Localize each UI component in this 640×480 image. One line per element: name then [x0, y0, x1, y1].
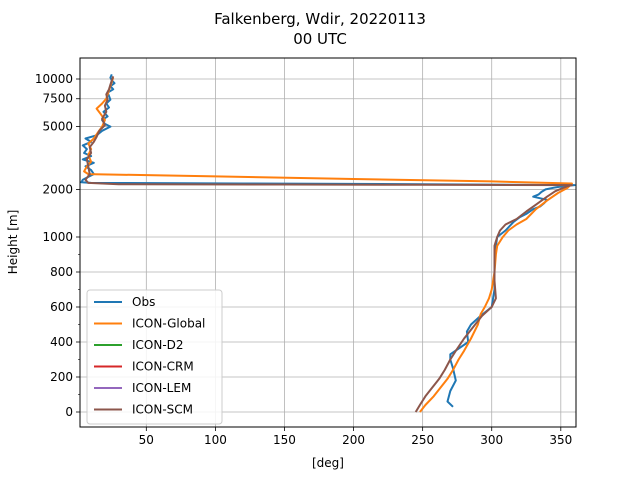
x-axis-ticks: 50 100 150 200 250 300 350 [139, 427, 572, 447]
y-tick-label-3: 600 [50, 300, 73, 314]
legend: Obs ICON-Global ICON-D2 ICON-CRM ICON-LEM ICO… [86, 289, 223, 425]
y-tick-label-6: 2000 [42, 182, 73, 196]
series-line-icon-global [83, 77, 573, 413]
legend-label-0: Obs [132, 295, 155, 309]
x-tick-label-2: 150 [273, 433, 296, 447]
x-tick-label-5: 300 [480, 433, 503, 447]
chart-title-line2: 00 UTC [293, 30, 347, 48]
y-tick-label-9: 10000 [35, 72, 73, 86]
legend-label-1: ICON-Global [132, 317, 205, 331]
x-axis-label: [deg] [312, 456, 344, 470]
legend-label-4: ICON-LEM [132, 381, 191, 395]
y-tick-label-5: 1000 [42, 230, 73, 244]
y-tick-label-2: 400 [50, 335, 73, 349]
series-layer [80, 73, 576, 413]
x-tick-label-4: 250 [411, 433, 434, 447]
y-tick-label-4: 800 [50, 265, 73, 279]
y-tick-label-7: 5000 [42, 120, 73, 134]
x-tick-label-3: 200 [342, 433, 365, 447]
plot-frame [79, 57, 577, 428]
legend-label-3: ICON-CRM [132, 360, 194, 374]
x-tick-label-1: 100 [204, 433, 227, 447]
x-tick-label-6: 350 [549, 433, 572, 447]
y-axis-ticks: 0 200 400 600 800 1000 2000 5000 7500 10000 [35, 72, 80, 419]
y-tick-label-1: 200 [50, 370, 73, 384]
x-tick-label-0: 50 [139, 433, 154, 447]
y-tick-label-0: 0 [65, 405, 73, 419]
legend-label-2: ICON-D2 [132, 338, 184, 352]
series-line-icon-scm [84, 75, 573, 413]
chart-title-line1: Falkenberg, Wdir, 20220113 [214, 10, 426, 28]
y-axis-label: Height [m] [6, 210, 20, 275]
legend-label-5: ICON-SCM [132, 403, 193, 417]
y-tick-label-8: 7500 [42, 92, 73, 106]
